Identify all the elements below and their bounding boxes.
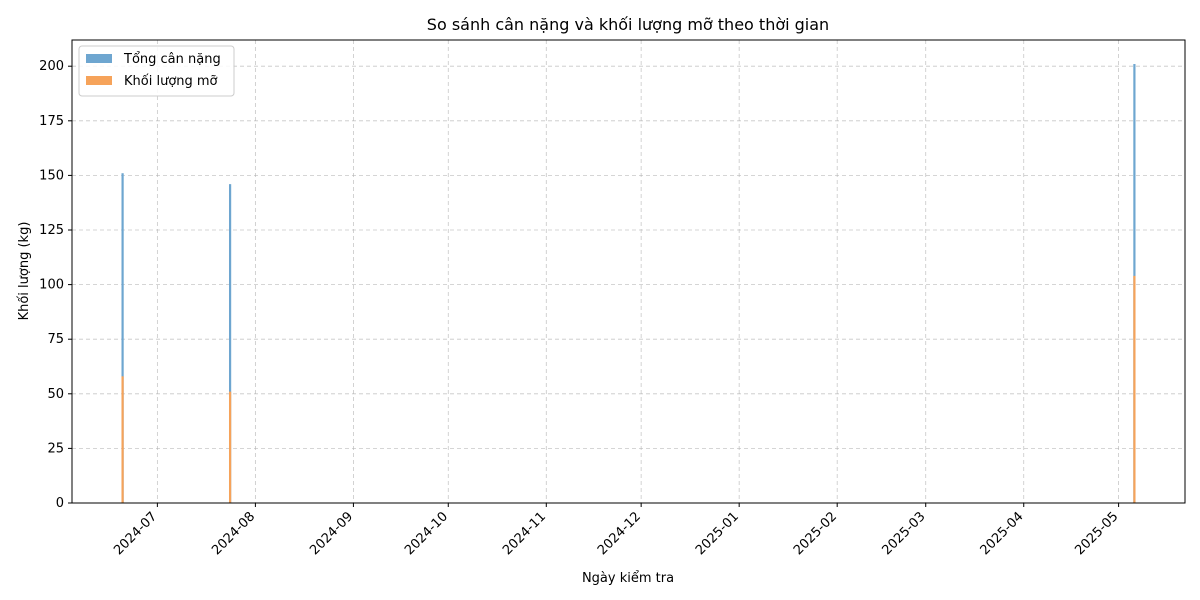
- x-tick-label: 2024-08: [209, 509, 258, 558]
- x-tick-label: 2024-11: [500, 509, 549, 558]
- legend-swatch: [86, 76, 112, 85]
- x-tick-label: 2024-12: [595, 509, 644, 558]
- bar-fat-mass: [228, 391, 232, 503]
- y-axis: 0 25 50 75 100 125 150 175 200: [39, 59, 72, 511]
- legend-box: [78, 45, 235, 97]
- x-tick-label: 2024-09: [307, 509, 356, 558]
- y-tick-label: 200: [39, 59, 64, 74]
- plot-frame: [71, 39, 1186, 504]
- x-tick-label: 2025-04: [978, 509, 1027, 558]
- x-tick-label: 2025-01: [693, 509, 742, 558]
- x-tick-label: 2024-10: [402, 509, 451, 558]
- y-tick-label: 0: [56, 496, 64, 511]
- y-tick-label: 125: [39, 223, 64, 238]
- x-axis: 2024-07 2024-08 2024-09 2024-10 2024-11 2024-…: [111, 503, 1121, 558]
- y-tick-label: 75: [47, 332, 64, 347]
- bar-total-weight: [228, 184, 232, 503]
- x-tick-label: 2025-05: [1072, 509, 1121, 558]
- x-tick-label: 2024-07: [111, 509, 160, 558]
- y-tick-label: 25: [47, 441, 64, 456]
- bar-fat-mass: [121, 376, 124, 503]
- legend-label: Tổng cân nặng: [123, 52, 221, 67]
- legend: Tổng cân nặng Khối lượng mỡ: [78, 45, 235, 97]
- bar-fat-mass: [1133, 275, 1136, 503]
- legend-label: Khối lượng mỡ: [124, 74, 218, 89]
- chart-title: So sánh cân nặng và khối lượng mỡ theo t…: [427, 15, 829, 34]
- bar-total-weight: [121, 173, 124, 504]
- y-tick-label: 100: [39, 278, 64, 293]
- x-axis-label: Ngày kiểm tra: [582, 571, 674, 586]
- bars: [121, 64, 1136, 504]
- y-tick-label: 150: [39, 168, 64, 183]
- grid: [72, 40, 1185, 504]
- y-axis-label: Khối lượng (kg): [17, 222, 32, 321]
- legend-swatch: [86, 54, 112, 63]
- y-tick-label: 50: [47, 387, 64, 402]
- x-tick-label: 2025-02: [791, 509, 840, 558]
- x-tick-label: 2025-03: [880, 509, 929, 558]
- y-tick-label: 175: [39, 114, 64, 129]
